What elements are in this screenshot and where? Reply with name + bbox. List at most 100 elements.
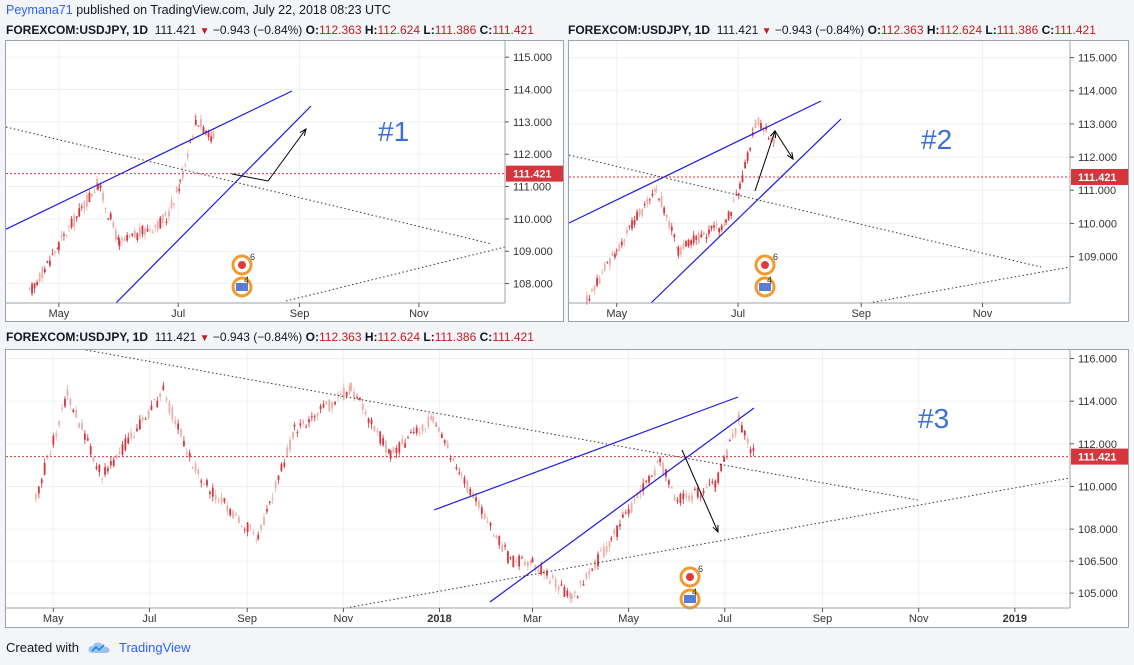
candle-body — [188, 452, 191, 457]
candle-body — [350, 382, 353, 391]
candle-body — [696, 488, 699, 498]
candle-body — [566, 590, 569, 596]
chart-panel-3[interactable]: #3 6 4 116.000 114.000 112.000 110.000 108.000 1… — [5, 349, 1129, 628]
candle-body — [183, 440, 185, 447]
price-tick-label: 112.000 — [1078, 439, 1117, 451]
candle-body — [223, 498, 226, 502]
candle-body — [619, 524, 621, 527]
candle-body — [200, 480, 203, 483]
channel-trendline — [569, 100, 822, 224]
candle-body — [446, 442, 449, 449]
candle-body — [43, 462, 46, 475]
candle-body — [356, 397, 358, 399]
logo-digit: 4 — [767, 275, 772, 285]
candle-body — [101, 478, 104, 480]
candle-body — [283, 462, 286, 467]
candle-body — [178, 188, 181, 191]
candle-body — [367, 418, 370, 423]
candle-body — [382, 438, 385, 446]
candle-body — [171, 407, 174, 420]
candle-body — [749, 148, 752, 151]
candle-body — [302, 420, 305, 424]
candle-body — [85, 194, 88, 207]
candle-body — [714, 481, 717, 488]
candle-body — [93, 192, 96, 194]
candle-body — [677, 247, 680, 256]
price-tick-label: 110.000 — [1078, 218, 1117, 230]
candle-body — [460, 474, 463, 476]
candle-body — [229, 509, 232, 516]
logo-digit: 6 — [773, 252, 778, 262]
candle-body — [690, 240, 692, 245]
candle-body — [601, 271, 604, 273]
candle-body — [392, 447, 395, 453]
candle-body — [235, 513, 237, 516]
author-logo-icon: 64 — [679, 564, 703, 610]
candle-body — [64, 398, 66, 407]
candle-body — [554, 578, 557, 588]
candle-body — [754, 123, 757, 128]
candle-body — [33, 283, 36, 289]
candle-body — [146, 228, 149, 232]
candle-body — [478, 501, 480, 508]
logo-ring — [231, 254, 253, 276]
candle-body — [51, 253, 54, 255]
candle-body — [760, 122, 762, 129]
candle-body — [232, 510, 235, 519]
last-price-badge — [1071, 448, 1128, 465]
candle-body — [319, 406, 322, 410]
price-tick-label: 105.000 — [1078, 588, 1118, 600]
projection-arrow-line — [231, 128, 307, 182]
candle-body — [654, 189, 656, 192]
candle-body — [41, 267, 44, 279]
candle-body — [185, 452, 188, 455]
candle-body — [86, 438, 89, 441]
tradingview-cloud-icon[interactable] — [87, 641, 111, 655]
chart-panel-2[interactable]: #2 6 4 115.000 114.000 113.000 112.000 111.000 1… — [568, 40, 1129, 322]
candle-body — [624, 512, 627, 514]
chart-panel-1[interactable]: #1 6 4 115.000 114.000 113.000 112.000 111.000 1… — [5, 40, 564, 322]
candle-body — [702, 490, 705, 494]
candle-body — [579, 581, 582, 583]
time-tick-label: Sep — [290, 308, 310, 320]
time-tick-label: Jul — [171, 308, 185, 320]
candle-body — [364, 411, 367, 415]
candle-body — [518, 555, 521, 567]
candle-body — [109, 460, 112, 466]
candle-body — [653, 469, 656, 476]
candle-body — [731, 433, 734, 438]
candle-body — [99, 184, 102, 188]
candle-body — [60, 235, 63, 237]
candle-body — [475, 497, 477, 502]
candle-body — [435, 425, 437, 427]
candle-body — [389, 450, 392, 459]
candle-body — [738, 414, 740, 422]
candle-body — [28, 287, 31, 289]
candle-body — [38, 273, 41, 282]
tradingview-brand-link[interactable]: TradingView — [118, 640, 191, 655]
candle-body — [69, 398, 72, 405]
time-tick-label: Jul — [142, 613, 156, 625]
candle-body — [685, 241, 687, 247]
grid — [6, 41, 505, 303]
candle-body — [191, 467, 194, 469]
time-tick-label: May — [618, 613, 639, 625]
candle-body — [57, 242, 60, 251]
candle-body — [741, 175, 744, 183]
time-tick-label: Mar — [523, 613, 542, 625]
author-link[interactable]: Peymana71 — [6, 3, 73, 17]
candle-body — [576, 596, 579, 598]
candle-body — [668, 221, 671, 228]
chart-number-label: #2 — [921, 124, 952, 155]
candle-body — [112, 459, 115, 466]
candle-body — [379, 431, 382, 444]
candle-body — [585, 573, 588, 579]
candle-body — [240, 525, 243, 527]
price-tick-label: 112.000 — [1078, 152, 1117, 164]
candle-body — [515, 560, 518, 562]
dotted-trendline — [345, 477, 1071, 609]
candle-body — [643, 203, 646, 205]
candle-body — [642, 483, 645, 491]
candle-body — [603, 263, 606, 272]
candle-body — [133, 230, 136, 238]
